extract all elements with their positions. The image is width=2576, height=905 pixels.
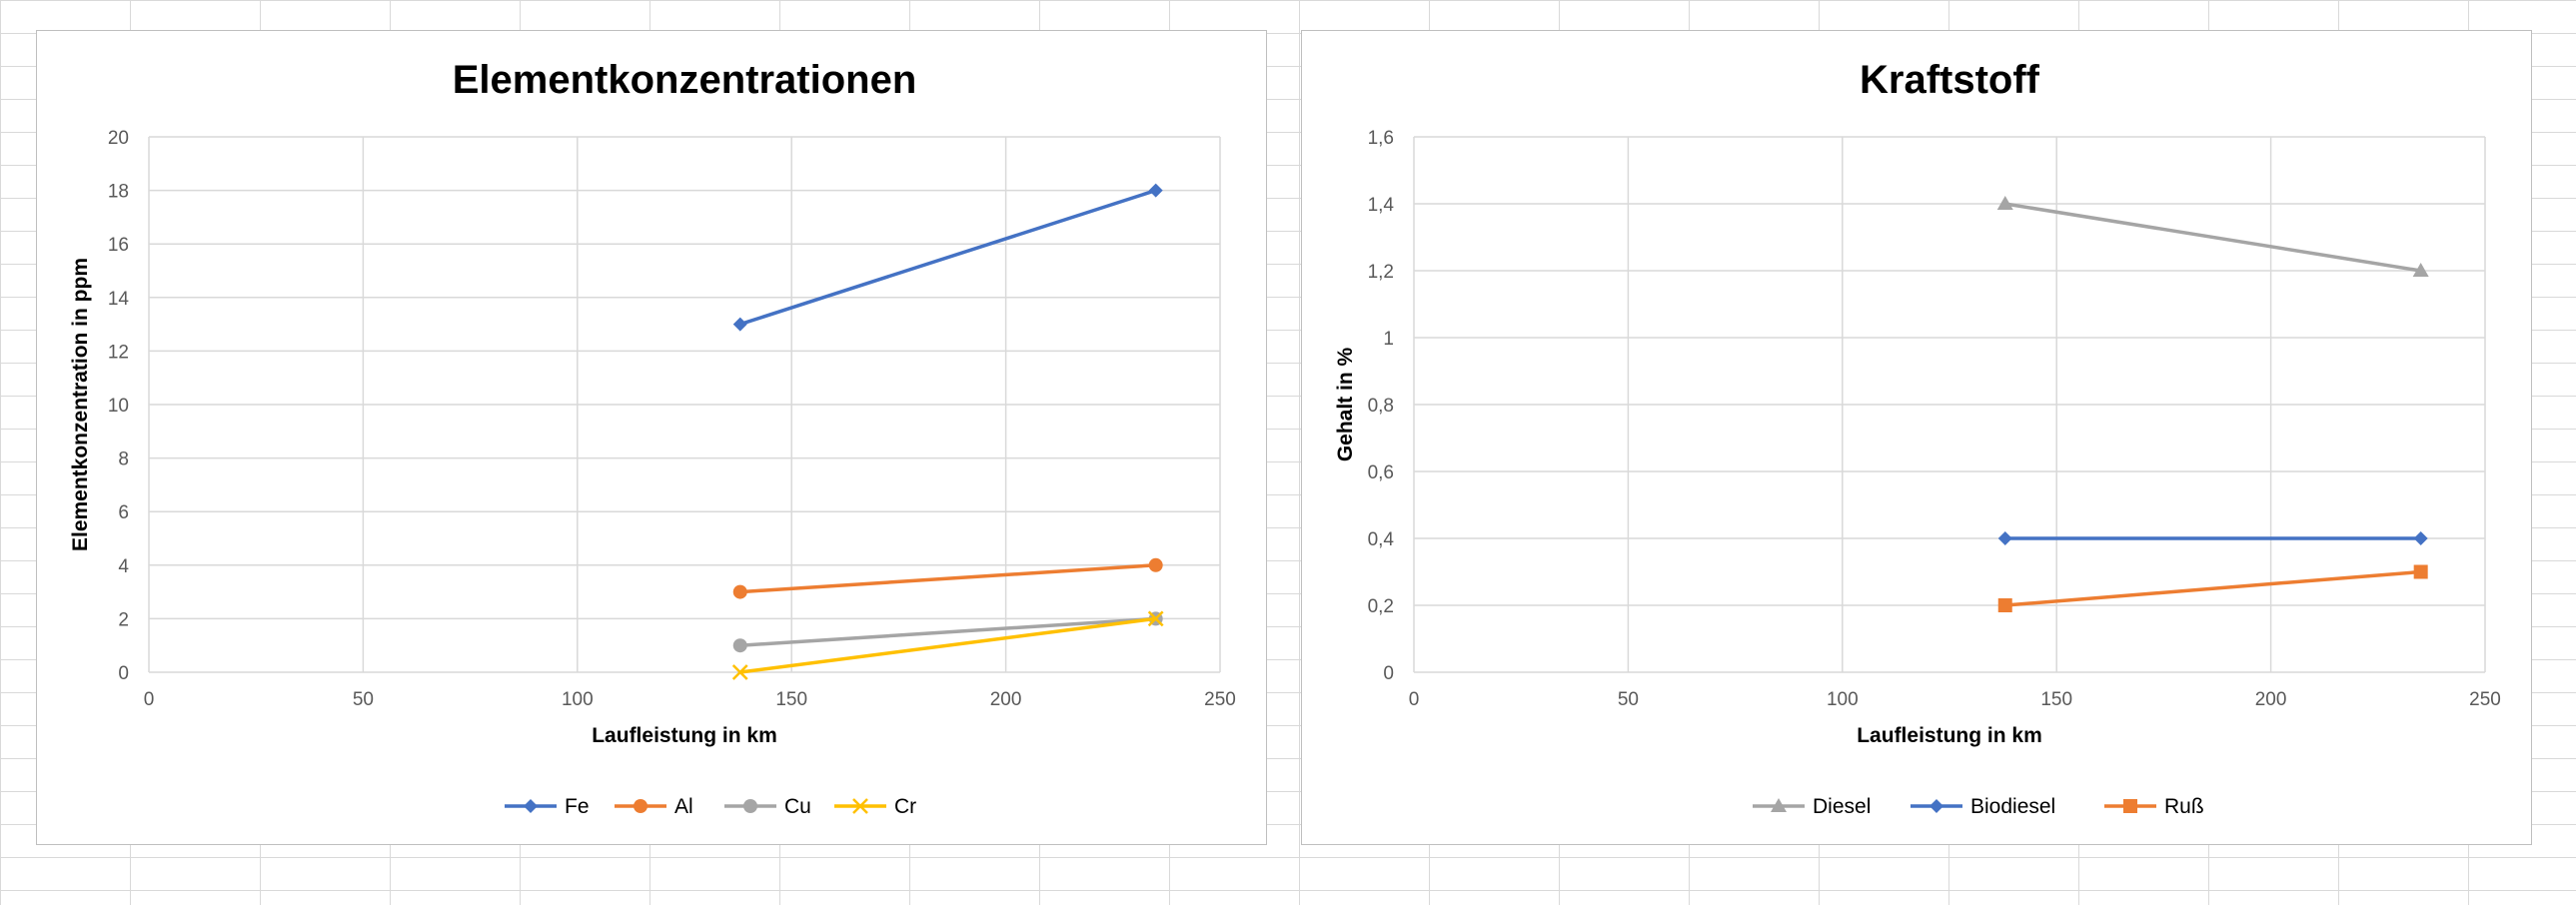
chart-panel-kraftstoff[interactable]: Kraftstoff 0 0,2 0,4 0,6 0,8 1 1,2 1,4 1,6 0 50 100 1… — [1301, 30, 2532, 845]
legend-label: Ruß — [2164, 795, 2204, 818]
legend-label: Cr — [894, 795, 916, 818]
x-tick-label: 150 — [2040, 689, 2072, 710]
y-tick-label: 16 — [108, 235, 129, 256]
legend-marker — [1930, 799, 1943, 813]
y-tick-label: 12 — [108, 342, 129, 363]
data-point-al — [732, 584, 747, 599]
series-ruß — [1997, 564, 2428, 612]
y-tick-label: 1,6 — [1368, 128, 1394, 149]
series-biodiesel — [1997, 531, 2428, 545]
legend-marker — [634, 799, 647, 813]
series-fe — [732, 183, 1163, 332]
x-tick-label: 0 — [144, 689, 155, 710]
y-tick-label: 0,6 — [1368, 462, 1394, 483]
legend-label: Diesel — [1813, 795, 1871, 818]
y-tick-label: 1,2 — [1368, 262, 1394, 283]
x-axis-label: Laufleistung in km — [592, 724, 777, 747]
series-line-cr — [739, 616, 1156, 674]
data-point-biodiesel — [1997, 531, 2012, 545]
data-point-cr — [731, 664, 748, 680]
y-tick-label: 0,2 — [1368, 596, 1394, 617]
series-cr — [731, 610, 1164, 680]
legend-item-cr: Cr — [834, 795, 916, 818]
legend-marker — [1771, 798, 1787, 812]
y-tick-label: 1,4 — [1368, 195, 1395, 216]
x-tick-label: 0 — [1409, 689, 1420, 710]
y-tick-label: 14 — [108, 289, 130, 310]
data-point-biodiesel — [2413, 531, 2428, 545]
legend-label: Fe — [565, 795, 590, 818]
data-point-al — [1148, 557, 1163, 572]
legend-item-cu: Cu — [724, 795, 811, 818]
x-tick-label: 200 — [990, 689, 1022, 710]
data-point-ruß — [1997, 598, 2012, 612]
series-line-ruß — [2004, 569, 2421, 607]
data-point-cu — [732, 638, 747, 653]
y-tick-label: 4 — [118, 556, 129, 577]
x-tick-label: 100 — [1827, 689, 1859, 710]
gridlines — [148, 136, 1221, 673]
data-point-fe — [1148, 183, 1163, 198]
data-point-fe — [732, 317, 747, 332]
legend: Fe Al Cu Cr — [505, 795, 916, 818]
data-point-diesel — [2412, 263, 2429, 277]
x-tick-label: 200 — [2255, 689, 2287, 710]
y-tick-label: 18 — [108, 182, 129, 203]
y-tick-label: 0,4 — [1368, 529, 1395, 550]
legend-item-diesel: Diesel — [1753, 795, 1871, 818]
y-tick-label: 1 — [1383, 329, 1394, 350]
legend-label: Cu — [784, 795, 811, 818]
y-tick-label: 0,8 — [1368, 396, 1394, 417]
gridlines — [1413, 136, 2486, 673]
y-tick-label: 8 — [118, 450, 129, 470]
legend-marker — [852, 798, 868, 814]
x-tick-label: 50 — [353, 689, 374, 710]
legend: Diesel Biodiesel Ruß — [1753, 795, 2204, 818]
x-tick-label: 150 — [775, 689, 807, 710]
x-axis-label: Laufleistung in km — [1857, 724, 2042, 747]
legend-item-fe: Fe — [505, 795, 590, 818]
y-tick-label: 10 — [108, 396, 129, 417]
chart-title: Kraftstoff — [1860, 58, 2040, 102]
y-tick-label: 2 — [118, 609, 129, 630]
legend-marker — [2123, 799, 2137, 813]
y-tick-label: 6 — [118, 502, 129, 523]
legend-label: Al — [674, 795, 693, 818]
legend-marker — [524, 799, 538, 813]
y-tick-label: 0 — [118, 663, 129, 684]
series-al — [732, 557, 1163, 599]
series-line-al — [739, 563, 1156, 594]
chart-title: Elementkonzentrationen — [453, 58, 917, 102]
data-point-diesel — [1996, 196, 2013, 210]
chart-kraftstoff: Kraftstoff 0 0,2 0,4 0,6 0,8 1 1,2 1,4 1,6 0 50 100 1… — [1334, 58, 2501, 818]
legend-item-ruß: Ruß — [2104, 795, 2204, 818]
series-diesel — [1996, 196, 2429, 277]
series-line-fe — [739, 188, 1157, 327]
chart-panel-elementkonzentrationen[interactable]: Elementkonzentrationen 0 2 4 6 8 10 12 14 16 18 20 0… — [36, 30, 1267, 845]
series-line-diesel — [2004, 202, 2421, 273]
legend-label: Biodiesel — [1970, 795, 2055, 818]
x-tick-label: 50 — [1618, 689, 1639, 710]
data-point-cr — [1147, 610, 1164, 627]
chart-elementkonzentrationen: Elementkonzentrationen024681012141618200… — [69, 58, 1236, 818]
series-line-cu — [739, 616, 1156, 647]
data-point-ruß — [2413, 564, 2428, 579]
y-axis-label: Elementkonzentration in ppm — [69, 258, 92, 551]
y-tick-label: 20 — [108, 128, 129, 149]
y-tick-label: 0 — [1383, 663, 1394, 684]
x-tick-label: 250 — [1204, 689, 1236, 710]
legend-item-al: Al — [615, 795, 693, 818]
x-tick-label: 250 — [2469, 689, 2501, 710]
legend-item-biodiesel: Biodiesel — [1911, 795, 2055, 818]
y-axis-label: Gehalt in % — [1334, 348, 1357, 462]
x-tick-label: 100 — [562, 689, 594, 710]
legend-marker — [743, 799, 757, 813]
